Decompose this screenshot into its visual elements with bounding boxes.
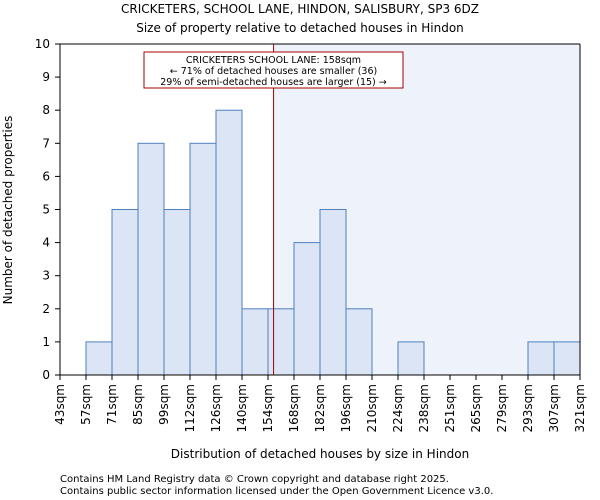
histogram-bar-224sqm	[397, 341, 425, 376]
footer-line-1: Contains HM Land Registry data © Crown c…	[60, 474, 449, 485]
x-tick-label: 265sqm	[469, 384, 483, 432]
x-tick-label: 238sqm	[417, 384, 431, 432]
x-tick-label: 321sqm	[573, 384, 587, 432]
histogram-bar-126sqm	[215, 109, 243, 376]
chart-title: CRICKETERS, SCHOOL LANE, HINDON, SALISBU…	[121, 2, 479, 16]
x-tick-label: 307sqm	[547, 384, 561, 432]
histogram-bar-140sqm	[241, 308, 269, 376]
histogram-bar-307sqm	[553, 341, 581, 376]
x-tick-label: 224sqm	[391, 384, 405, 432]
annotation-line-3: 29% of semi-detached houses are larger (…	[160, 77, 387, 88]
y-tick-label: 6	[42, 169, 50, 183]
x-tick-label: 279sqm	[495, 384, 509, 432]
y-tick-label: 8	[42, 103, 50, 117]
y-tick-label: 4	[42, 236, 50, 250]
y-tick-label: 9	[42, 70, 50, 84]
annotation-box	[143, 51, 404, 89]
x-tick-label: 182sqm	[313, 384, 327, 432]
annotation-line-1: CRICKETERS SCHOOL LANE: 158sqm	[186, 55, 361, 66]
x-tick-label: 293sqm	[521, 384, 535, 432]
x-tick-label: 57sqm	[79, 384, 93, 425]
x-tick-label: 154sqm	[261, 384, 275, 432]
histogram-bar-85sqm	[137, 142, 165, 376]
histogram-bar-71sqm	[111, 209, 139, 376]
x-axis-label: Distribution of detached houses by size …	[171, 447, 469, 461]
x-tick-label: 71sqm	[105, 384, 119, 425]
footer-line-2: Contains public sector information licen…	[60, 486, 493, 497]
y-tick-label: 3	[42, 269, 50, 283]
x-tick-label: 85sqm	[131, 384, 145, 425]
x-tick-label: 112sqm	[183, 384, 197, 432]
plot-area: 0 1 2 3 4 5 6 7 8 9 10 43sqm 57sqm 71sqm 85sqm 99sqm 112…	[35, 37, 587, 432]
y-tick-label: 10	[35, 37, 50, 51]
annotation-line-2: ← 71% of detached houses are smaller (36…	[170, 66, 377, 77]
y-tick-label: 0	[42, 368, 50, 382]
x-tick-label: 210sqm	[365, 384, 379, 432]
x-tick-label: 43sqm	[53, 384, 67, 425]
histogram-bar-182sqm	[319, 209, 347, 376]
y-tick-label: 2	[42, 302, 50, 316]
histogram-bar-154sqm	[267, 308, 295, 376]
x-tick-label: 168sqm	[287, 384, 301, 432]
y-tick-label: 5	[42, 203, 50, 217]
y-tick-label: 1	[42, 335, 50, 349]
x-tick-label: 196sqm	[339, 384, 353, 432]
y-axis-label: Number of detached properties	[1, 116, 15, 305]
histogram-bar-112sqm	[189, 142, 217, 376]
histogram-bar-293sqm	[527, 341, 555, 376]
x-tick-label: 99sqm	[157, 384, 171, 425]
y-tick-label: 7	[42, 136, 50, 150]
histogram-bar-57sqm	[85, 341, 113, 376]
x-tick-label: 126sqm	[209, 384, 223, 432]
chart-subtitle: Size of property relative to detached ho…	[136, 21, 464, 35]
histogram-bar-168sqm	[293, 242, 321, 376]
x-tick-label: 140sqm	[235, 384, 249, 432]
x-tick-label: 251sqm	[443, 384, 457, 432]
histogram-bar-196sqm	[345, 308, 373, 376]
histogram-bar-99sqm	[163, 209, 191, 376]
